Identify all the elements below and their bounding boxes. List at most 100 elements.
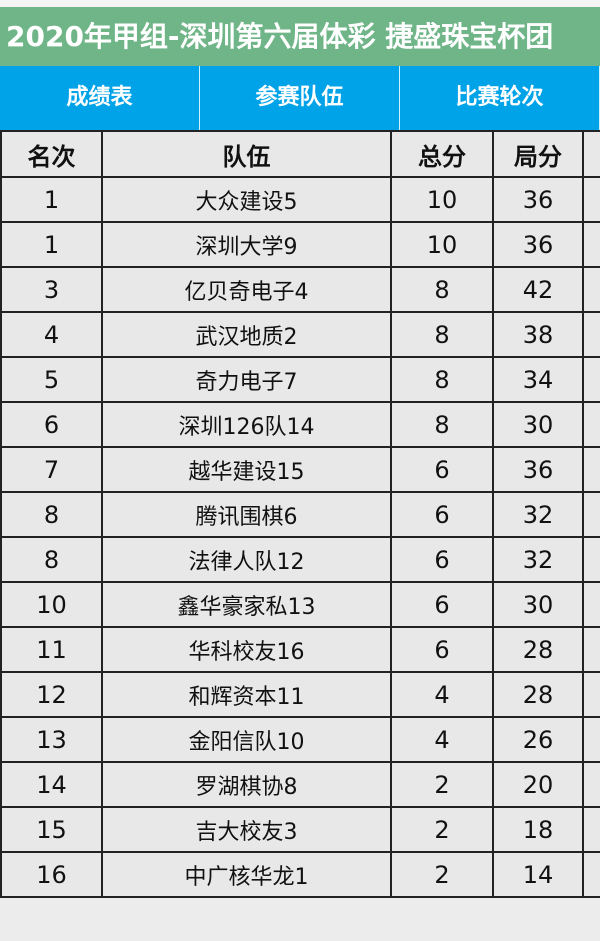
extra-cell (582, 626, 600, 673)
points-cell: 6 (390, 626, 494, 673)
extra-cell (582, 446, 600, 493)
game-points-cell: 32 (492, 491, 584, 538)
extra-cell (582, 806, 600, 853)
team-cell: 中广核华龙1 (101, 851, 392, 898)
team-cell: 深圳126队14 (101, 401, 392, 448)
team-cell: 和辉资本11 (101, 671, 392, 718)
extra-cell (582, 671, 600, 718)
table-row: 8 腾讯围棋6 6 32 (0, 491, 600, 538)
header-extra (582, 130, 600, 178)
extra-cell (582, 491, 600, 538)
rank-cell: 1 (0, 221, 103, 268)
team-cell: 鑫华豪家私13 (101, 581, 392, 628)
game-points-cell: 14 (492, 851, 584, 898)
points-cell: 8 (390, 356, 494, 403)
team-cell: 罗湖棋协8 (101, 761, 392, 808)
points-cell: 6 (390, 581, 494, 628)
points-cell: 10 (390, 176, 494, 223)
table-row: 8 法律人队12 6 32 (0, 536, 600, 583)
team-cell: 吉大校友3 (101, 806, 392, 853)
header-game-points: 局分 (492, 130, 584, 178)
extra-cell (582, 401, 600, 448)
game-points-cell: 28 (492, 671, 584, 718)
rank-cell: 12 (0, 671, 103, 718)
table-row: 5 奇力电子7 8 34 (0, 356, 600, 403)
rank-cell: 7 (0, 446, 103, 493)
table-row: 10 鑫华豪家私13 6 30 (0, 581, 600, 628)
game-points-cell: 34 (492, 356, 584, 403)
extra-cell (582, 761, 600, 808)
team-cell: 深圳大学9 (101, 221, 392, 268)
points-cell: 2 (390, 761, 494, 808)
game-points-cell: 26 (492, 716, 584, 763)
points-cell: 8 (390, 266, 494, 313)
header-team: 队伍 (101, 130, 392, 178)
game-points-cell: 36 (492, 176, 584, 223)
rank-cell: 14 (0, 761, 103, 808)
header-points: 总分 (390, 130, 494, 178)
points-cell: 8 (390, 311, 494, 358)
tab-rounds[interactable]: 比赛轮次 (400, 66, 600, 130)
points-cell: 2 (390, 851, 494, 898)
points-cell: 6 (390, 446, 494, 493)
team-cell: 腾讯围棋6 (101, 491, 392, 538)
table-row: 13 金阳信队10 4 26 (0, 716, 600, 763)
extra-cell (582, 851, 600, 898)
tab-bar: 成绩表 参赛队伍 比赛轮次 (0, 66, 600, 130)
points-cell: 4 (390, 716, 494, 763)
points-cell: 10 (390, 221, 494, 268)
extra-cell (582, 266, 600, 313)
extra-cell (582, 221, 600, 268)
table-row: 4 武汉地质2 8 38 (0, 311, 600, 358)
team-cell: 亿贝奇电子4 (101, 266, 392, 313)
game-points-cell: 28 (492, 626, 584, 673)
game-points-cell: 42 (492, 266, 584, 313)
rank-cell: 1 (0, 176, 103, 223)
tab-teams[interactable]: 参赛队伍 (200, 66, 400, 130)
table-row: 15 吉大校友3 2 18 (0, 806, 600, 853)
rank-cell: 13 (0, 716, 103, 763)
page-title: 2020年甲组-深圳第六届体彩 捷盛珠宝杯团 (0, 7, 600, 66)
rank-cell: 11 (0, 626, 103, 673)
game-points-cell: 36 (492, 446, 584, 493)
rank-cell: 16 (0, 851, 103, 898)
game-points-cell: 32 (492, 536, 584, 583)
team-cell: 奇力电子7 (101, 356, 392, 403)
team-cell: 大众建设5 (101, 176, 392, 223)
tab-results[interactable]: 成绩表 (0, 66, 200, 130)
points-cell: 4 (390, 671, 494, 718)
rank-cell: 4 (0, 311, 103, 358)
extra-cell (582, 176, 600, 223)
table-row: 3 亿贝奇电子4 8 42 (0, 266, 600, 313)
rank-cell: 15 (0, 806, 103, 853)
extra-cell (582, 311, 600, 358)
points-cell: 8 (390, 401, 494, 448)
table-row: 11 华科校友16 6 28 (0, 626, 600, 673)
team-cell: 金阳信队10 (101, 716, 392, 763)
table-row: 6 深圳126队14 8 30 (0, 401, 600, 448)
extra-cell (582, 716, 600, 763)
rank-cell: 10 (0, 581, 103, 628)
points-cell: 6 (390, 536, 494, 583)
rank-cell: 8 (0, 491, 103, 538)
team-cell: 武汉地质2 (101, 311, 392, 358)
table-header: 名次 队伍 总分 局分 (0, 130, 600, 178)
team-cell: 华科校友16 (101, 626, 392, 673)
game-points-cell: 30 (492, 581, 584, 628)
game-points-cell: 30 (492, 401, 584, 448)
standings-table: 名次 队伍 总分 局分 1 大众建设5 10 36 1 深圳大学9 10 36 3 亿贝奇电子4 8… (0, 130, 600, 898)
team-cell: 越华建设15 (101, 446, 392, 493)
extra-cell (582, 536, 600, 583)
points-cell: 2 (390, 806, 494, 853)
table-row: 14 罗湖棋协8 2 20 (0, 761, 600, 808)
points-cell: 6 (390, 491, 494, 538)
table-row: 16 中广核华龙1 2 14 (0, 851, 600, 898)
game-points-cell: 20 (492, 761, 584, 808)
team-cell: 法律人队12 (101, 536, 392, 583)
game-points-cell: 38 (492, 311, 584, 358)
table-row: 1 大众建设5 10 36 (0, 176, 600, 223)
game-points-cell: 36 (492, 221, 584, 268)
table-row: 7 越华建设15 6 36 (0, 446, 600, 493)
rank-cell: 6 (0, 401, 103, 448)
table-row: 1 深圳大学9 10 36 (0, 221, 600, 268)
